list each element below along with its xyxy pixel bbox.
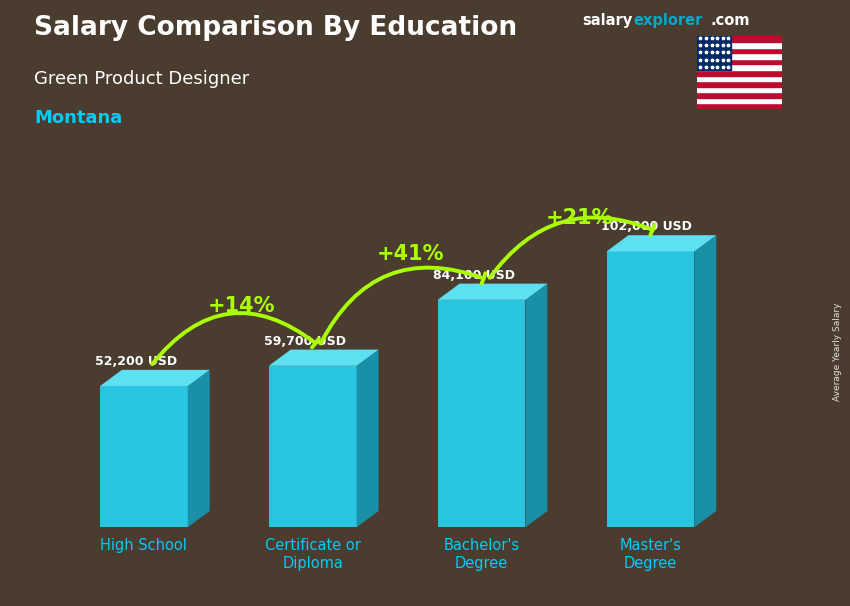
Bar xyxy=(697,64,782,70)
Text: Montana: Montana xyxy=(34,109,122,127)
Text: Green Product Designer: Green Product Designer xyxy=(34,70,249,88)
Polygon shape xyxy=(269,350,378,366)
Bar xyxy=(697,70,782,76)
Bar xyxy=(100,386,188,527)
Polygon shape xyxy=(438,284,547,300)
Bar xyxy=(697,76,782,81)
Bar xyxy=(269,366,357,527)
Polygon shape xyxy=(694,235,717,527)
Text: 59,700 USD: 59,700 USD xyxy=(264,335,346,348)
Text: Salary Comparison By Education: Salary Comparison By Education xyxy=(34,15,517,41)
Bar xyxy=(697,36,782,42)
Text: 84,100 USD: 84,100 USD xyxy=(433,269,514,282)
Text: +14%: +14% xyxy=(208,296,275,316)
Text: +21%: +21% xyxy=(546,208,613,228)
Bar xyxy=(697,36,731,70)
Bar xyxy=(697,104,782,109)
Polygon shape xyxy=(100,370,210,386)
Bar xyxy=(697,87,782,92)
Bar xyxy=(607,251,694,527)
Text: explorer: explorer xyxy=(633,13,703,28)
Bar xyxy=(697,81,782,87)
Bar xyxy=(697,92,782,98)
Text: .com: .com xyxy=(711,13,750,28)
Polygon shape xyxy=(607,235,717,251)
Polygon shape xyxy=(525,284,547,527)
Text: 52,200 USD: 52,200 USD xyxy=(95,355,177,368)
Bar xyxy=(697,42,782,47)
Polygon shape xyxy=(188,370,210,527)
Text: salary: salary xyxy=(582,13,632,28)
Bar xyxy=(697,53,782,59)
Text: +41%: +41% xyxy=(377,244,445,264)
Polygon shape xyxy=(357,350,378,527)
Bar xyxy=(697,47,782,53)
Text: Average Yearly Salary: Average Yearly Salary xyxy=(833,302,842,401)
Bar xyxy=(697,59,782,64)
Bar xyxy=(697,98,782,104)
Bar xyxy=(438,300,525,527)
Text: 102,000 USD: 102,000 USD xyxy=(602,221,692,233)
